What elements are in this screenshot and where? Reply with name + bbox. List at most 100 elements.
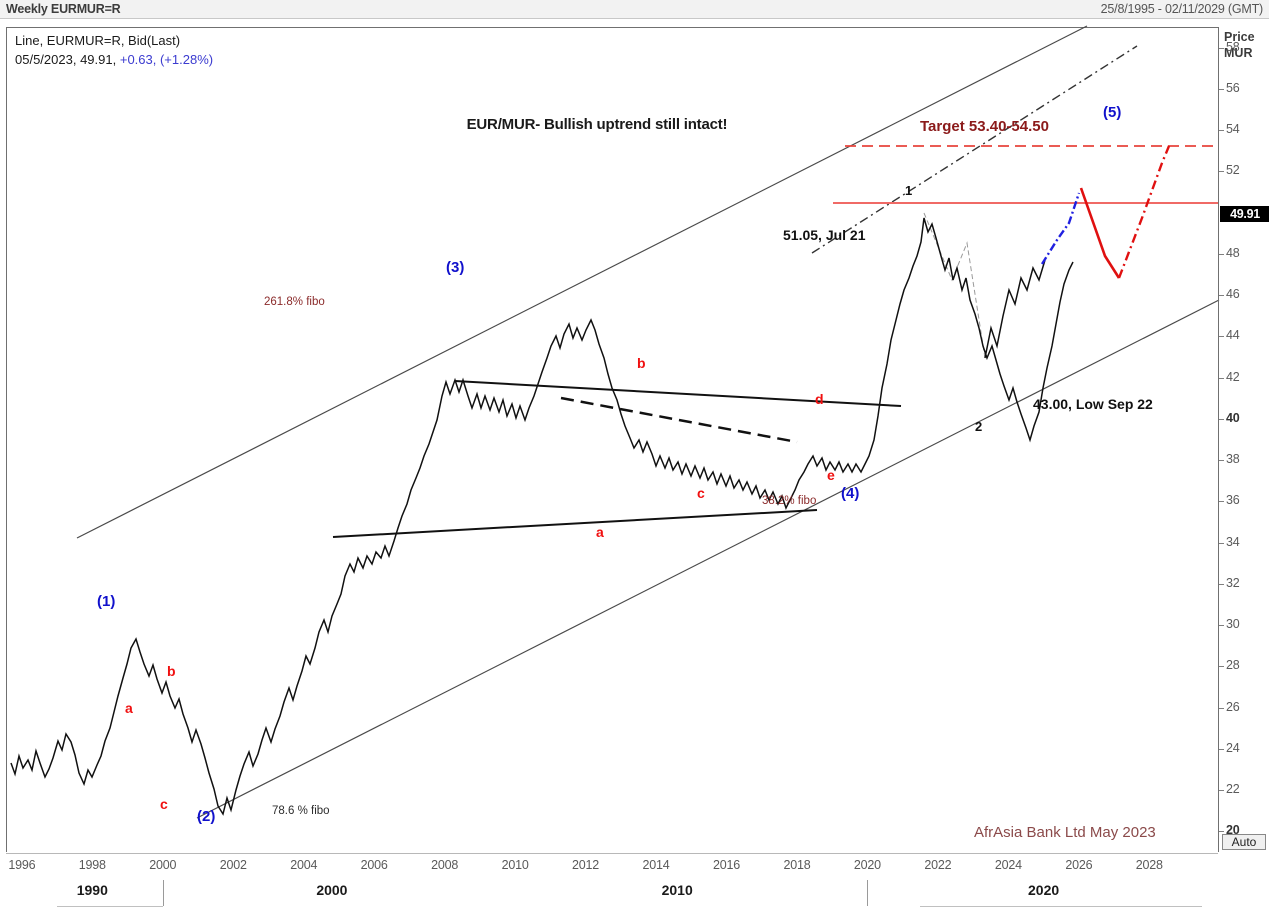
chart-legend: Line, EURMUR=R, Bid(Last) 05/5/2023, 49.… <box>15 31 213 69</box>
triangle-upper-boundary <box>454 380 902 407</box>
tick-label: 28 <box>1226 658 1240 673</box>
tick-label: 40 <box>1226 410 1240 425</box>
year-label-2000: 2000 <box>149 858 177 872</box>
price-tick-46: 46 <box>1219 287 1269 301</box>
letter-label-e2: e <box>827 467 835 483</box>
year-label-2018: 2018 <box>783 858 811 872</box>
letter-label-b2: b <box>637 355 646 371</box>
date-range-label: 25/8/1995 - 02/11/2029 (GMT) <box>1100 2 1264 16</box>
price-tick-32: 32 <box>1219 576 1269 590</box>
year-label-1998: 1998 <box>78 858 106 872</box>
fibo-label-786: 78.6 % fibo <box>272 805 330 817</box>
tick-mark <box>1219 295 1224 297</box>
tick-label: 30 <box>1226 617 1240 632</box>
letter-label-c2: c <box>697 485 705 501</box>
forecast-blue-up-leg <box>1040 192 1081 265</box>
chart-plot-area[interactable]: Line, EURMUR=R, Bid(Last) 05/5/2023, 49.… <box>6 25 1220 852</box>
inner-wave-subdivision <box>923 212 986 359</box>
window-header: Weekly EURMUR=R 25/8/1995 - 02/11/2029 (… <box>0 0 1269 19</box>
price-tick-36: 36 <box>1219 493 1269 507</box>
tick-label: 42 <box>1226 369 1240 384</box>
rising-channel-upper <box>76 25 1088 539</box>
tick-label: 58 <box>1226 39 1240 54</box>
triangle-inner-dashed <box>560 396 798 444</box>
tick-mark <box>1219 707 1224 709</box>
letter-label-d2: d <box>815 391 824 407</box>
tick-mark <box>1219 748 1224 750</box>
year-label-2022: 2022 <box>924 858 952 872</box>
price-tick-22: 22 <box>1219 782 1269 796</box>
wave-label-3: (3) <box>446 259 465 276</box>
tick-label: 20 <box>1226 823 1240 838</box>
wave-label-1: (1) <box>97 593 116 610</box>
price-tick-48: 48 <box>1219 246 1269 260</box>
auto-scale-button[interactable]: Auto <box>1222 834 1266 850</box>
tick-label: 38 <box>1226 452 1240 467</box>
price-tick-58: 58 <box>1219 40 1269 54</box>
tick-mark <box>1219 377 1224 379</box>
tick-label: 56 <box>1226 80 1240 95</box>
decade-label-2010: 2010 <box>661 882 693 898</box>
price-tick-28: 28 <box>1219 658 1269 672</box>
decade-label-2020: 2020 <box>1028 882 1060 898</box>
tick-label: 44 <box>1226 328 1240 343</box>
price-line-tail <box>984 259 1046 359</box>
swing-high-note: 51.05, Jul 21 <box>783 227 866 243</box>
tick-mark <box>1219 625 1224 627</box>
tick-mark <box>1219 171 1224 173</box>
wave-label-2: (2) <box>197 808 216 825</box>
tick-label: 46 <box>1226 287 1240 302</box>
price-tick-42: 42 <box>1219 370 1269 384</box>
time-axis[interactable]: 1996 1998 2000 2002 2004 2006 2008 2010 2012 2014… <box>6 853 1218 910</box>
year-label-2016: 2016 <box>712 858 741 872</box>
decade-underline <box>57 906 163 907</box>
chart-title: EUR/MUR- Bullish uptrend still intact! <box>466 116 728 133</box>
rising-channel-lower <box>196 299 1220 819</box>
legend-series-line: Line, EURMUR=R, Bid(Last) <box>15 33 181 48</box>
tick-mark <box>1219 583 1224 585</box>
price-tick-30: 30 <box>1219 617 1269 631</box>
decade-underline <box>920 906 1203 907</box>
tick-mark <box>1219 418 1224 420</box>
price-tick-26: 26 <box>1219 700 1269 714</box>
price-tick-24: 24 <box>1219 741 1269 755</box>
price-tick-40: 40 <box>1219 411 1269 425</box>
price-axis-header: Price MUR <box>1224 29 1255 61</box>
tick-mark <box>1219 130 1224 132</box>
tick-mark <box>1219 47 1224 49</box>
tick-mark <box>1219 501 1224 503</box>
wave-label-5: (5) <box>1103 104 1122 121</box>
decade-separator <box>162 880 164 906</box>
year-label-2010: 2010 <box>501 858 529 872</box>
last-price-tag: 49.91 <box>1220 206 1269 223</box>
tick-label: 36 <box>1226 493 1240 508</box>
letter-label-b1: b <box>167 663 176 679</box>
tick-label: 26 <box>1226 699 1240 714</box>
year-label-2024: 2024 <box>994 858 1022 872</box>
tick-label: 22 <box>1226 782 1240 797</box>
price-axis[interactable]: Price MUR 58 56 54 52 48 46 44 42 40 38 36 34 32 30 28… <box>1218 27 1269 852</box>
tick-mark <box>1219 88 1224 90</box>
tick-mark <box>1219 666 1224 668</box>
swing-low-note: 43.00, Low Sep 22 <box>1033 396 1153 412</box>
fibo-label-382: 38.2% fibo <box>762 495 817 507</box>
legend-quote-line: 05/5/2023, 49.91, +0.63, (+1.28%) <box>15 50 213 69</box>
legend-date: 05/5/2023, <box>15 52 77 67</box>
wave-label-roman-2: 2 <box>975 419 983 434</box>
letter-label-a1: a <box>125 700 133 716</box>
year-label-2026: 2026 <box>1065 858 1093 872</box>
price-axis-label: Price <box>1224 30 1255 44</box>
chart-vector-overlay <box>10 25 1220 819</box>
decade-separator <box>867 880 869 906</box>
tick-label: 24 <box>1226 740 1240 755</box>
tick-label: 48 <box>1226 245 1240 260</box>
year-label-2012: 2012 <box>572 858 600 872</box>
wave-label-roman-1: 1 <box>905 183 913 198</box>
year-label-2004: 2004 <box>290 858 318 872</box>
price-axis-unit: MUR <box>1224 46 1253 60</box>
instrument-title: Weekly EURMUR=R <box>6 2 121 16</box>
tick-label: 52 <box>1226 163 1240 178</box>
tick-mark <box>1219 542 1224 544</box>
letter-label-c1: c <box>160 796 168 812</box>
letter-label-a2: a <box>596 524 604 540</box>
